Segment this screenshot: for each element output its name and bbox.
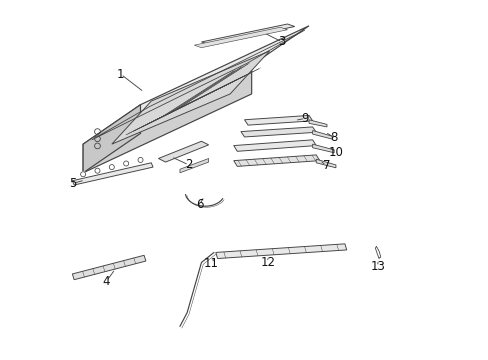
Polygon shape: [180, 158, 208, 173]
Polygon shape: [83, 26, 308, 144]
Polygon shape: [241, 127, 316, 137]
Text: 1: 1: [117, 68, 124, 81]
Polygon shape: [308, 120, 326, 127]
Polygon shape: [72, 255, 145, 280]
Circle shape: [81, 172, 85, 177]
Circle shape: [95, 168, 100, 173]
Polygon shape: [72, 163, 153, 185]
Polygon shape: [312, 144, 333, 153]
Text: 4: 4: [102, 275, 110, 288]
Circle shape: [109, 165, 114, 170]
Polygon shape: [244, 116, 312, 125]
Polygon shape: [215, 244, 346, 258]
Text: 5: 5: [68, 177, 76, 190]
Text: 2: 2: [185, 158, 192, 171]
Circle shape: [138, 157, 142, 162]
Polygon shape: [233, 155, 319, 166]
Polygon shape: [83, 65, 251, 173]
Text: 9: 9: [301, 112, 308, 125]
Circle shape: [123, 161, 128, 166]
Text: 8: 8: [330, 131, 337, 144]
Polygon shape: [233, 140, 316, 151]
Polygon shape: [201, 24, 294, 44]
Polygon shape: [194, 27, 287, 48]
Polygon shape: [112, 51, 269, 144]
Text: 11: 11: [203, 257, 219, 270]
Polygon shape: [83, 105, 140, 173]
Polygon shape: [158, 141, 208, 162]
Text: 13: 13: [370, 260, 385, 273]
Text: 12: 12: [260, 256, 275, 269]
Text: 6: 6: [196, 198, 203, 211]
Polygon shape: [316, 159, 335, 168]
Text: 3: 3: [278, 35, 285, 49]
Text: 7: 7: [322, 159, 329, 172]
Text: 10: 10: [328, 145, 343, 158]
Polygon shape: [312, 131, 332, 139]
